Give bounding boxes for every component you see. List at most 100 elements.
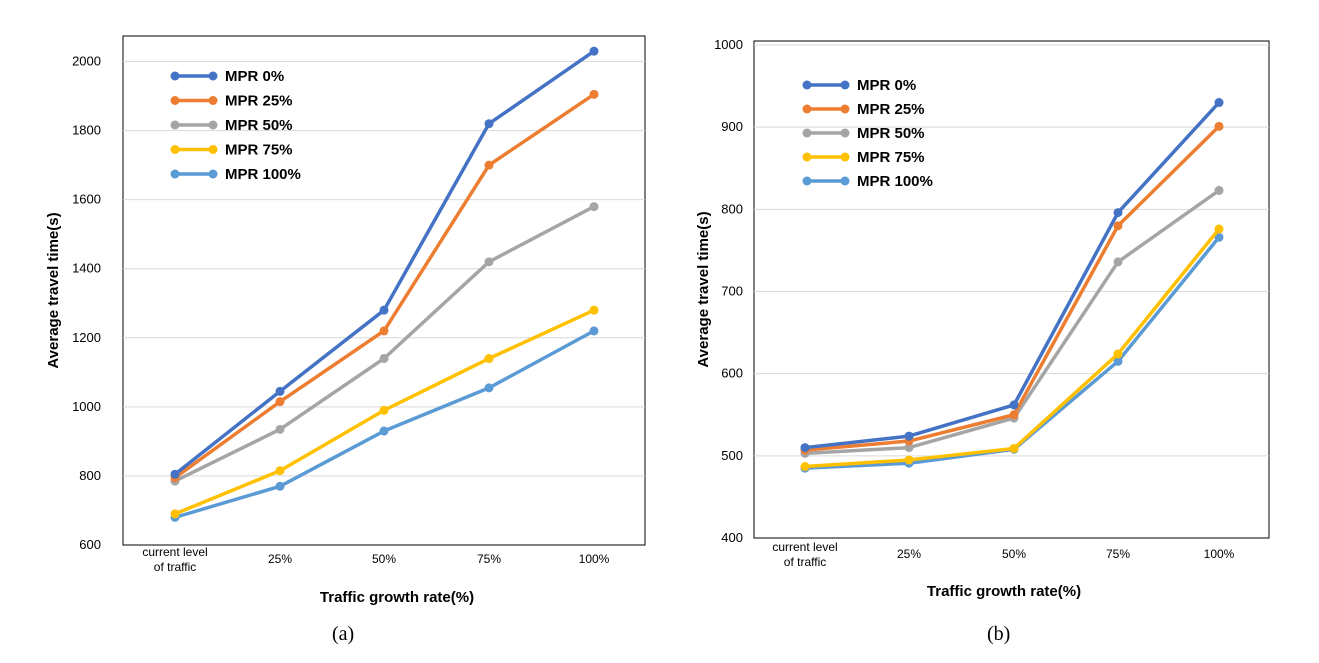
legend-marker-b [802,152,812,162]
legend-marker-a [208,169,218,179]
y-tick-label-a: 1800 [72,123,101,138]
data-point-a [589,46,599,56]
data-point-b [1214,121,1224,131]
y-axis-title-b: Average travel time(s) [695,211,712,367]
data-point-b [800,462,810,472]
data-point-a [484,354,494,364]
legend-marker-b [802,104,812,114]
legend-label-a: MPR 0% [225,68,284,85]
legend-marker-b [840,104,850,114]
y-tick-label-a: 1200 [72,330,101,345]
legend-label-b: MPR 100% [857,173,933,190]
data-point-b [904,455,914,465]
data-point-b [1214,98,1224,108]
legend-marker-a [170,96,180,105]
y-tick-label-b: 1000 [714,37,743,52]
data-point-b [1113,356,1123,366]
data-point-a [379,354,389,364]
legend-label-b: MPR 25% [857,101,925,118]
x-tick-label-a: current level [142,545,207,559]
y-tick-label-b: 900 [721,119,743,134]
data-point-b [1214,232,1224,242]
legend-label-b: MPR 75% [857,149,925,166]
data-point-b [1113,349,1123,359]
x-tick-label-b: current level [772,540,837,554]
data-point-a [275,466,285,476]
data-point-a [379,305,389,315]
data-point-a [275,481,285,491]
x-tick-label-a: 75% [477,552,501,566]
data-point-b [1113,221,1123,231]
x-tick-label-b: 25% [897,547,921,561]
y-tick-label-b: 500 [721,448,743,463]
data-point-a [379,326,389,336]
data-point-b [904,431,914,441]
y-tick-label-b: 600 [721,366,743,381]
data-point-b [800,443,810,453]
legend-marker-a [170,169,180,179]
data-point-a [589,202,599,212]
legend-marker-b [802,80,812,90]
y-tick-label-a: 2000 [72,54,101,69]
data-point-b [1113,208,1123,218]
plot-frame-a [122,35,646,546]
data-point-a [275,386,285,396]
x-tick-label-b: of traffic [784,555,826,569]
x-tick-label-b: 50% [1002,547,1026,561]
data-point-a [589,326,599,336]
data-point-a [484,383,494,393]
legend-marker-b [840,176,850,186]
data-point-b [904,443,914,453]
x-tick-label-a: 100% [579,552,610,566]
legend-marker-a [208,145,218,154]
data-point-b [1214,224,1224,234]
legend-marker-a [170,145,180,154]
caption-b: (b) [987,623,1011,645]
y-tick-label-a: 1000 [72,399,101,414]
legend-marker-a [170,120,180,130]
legend-label-a: MPR 100% [225,166,301,183]
x-tick-label-a: of traffic [154,560,196,574]
data-point-a [589,305,599,315]
data-point-b [1214,185,1224,195]
caption-a: (a) [332,623,355,645]
legend-marker-a [208,71,218,81]
legend-label-a: MPR 75% [225,142,293,159]
chart-panel-b: 400 500 600 700 800 900 1000 current level of tr… [660,0,1319,663]
legend-marker-a [208,96,218,105]
legend-marker-b [840,80,850,90]
x-axis-title-a: Traffic growth rate(%) [320,589,474,606]
legend-label-b: MPR 0% [857,77,916,94]
data-point-b [1009,400,1019,410]
legend-label-a: MPR 25% [225,93,293,110]
chart-a: 600 800 1000 1200 1400 1600 1800 2000 current le… [45,35,646,606]
legend-marker-a [170,71,180,81]
y-tick-label-a: 1600 [72,192,101,207]
y-tick-label-a: 800 [79,468,101,483]
data-point-b [1009,410,1019,420]
y-axis-title-a: Average travel time(s) [45,212,62,368]
x-tick-label-a: 50% [372,552,396,566]
data-point-a [484,160,494,170]
data-point-a [275,397,285,407]
data-point-a [484,257,494,267]
plot-frame-b [753,40,1270,539]
chart-panel-a: 600 800 1000 1200 1400 1600 1800 2000 current le… [45,35,646,606]
data-point-a [589,89,599,99]
y-tick-label-b: 800 [721,201,743,216]
x-tick-label-a: 25% [268,552,292,566]
data-point-a [484,119,494,129]
x-tick-label-b: 75% [1106,547,1130,561]
legend-marker-b [802,176,812,186]
legend-marker-b [802,128,812,138]
data-point-b [1009,443,1019,453]
data-point-a [379,405,389,415]
y-tick-label-b: 400 [721,530,743,545]
legend-label-b: MPR 50% [857,125,925,142]
y-tick-label-b: 700 [721,284,743,299]
y-tick-label-a: 600 [79,537,101,552]
data-point-a [170,509,180,519]
y-tick-label-a: 1400 [72,261,101,276]
legend-marker-b [840,152,850,162]
